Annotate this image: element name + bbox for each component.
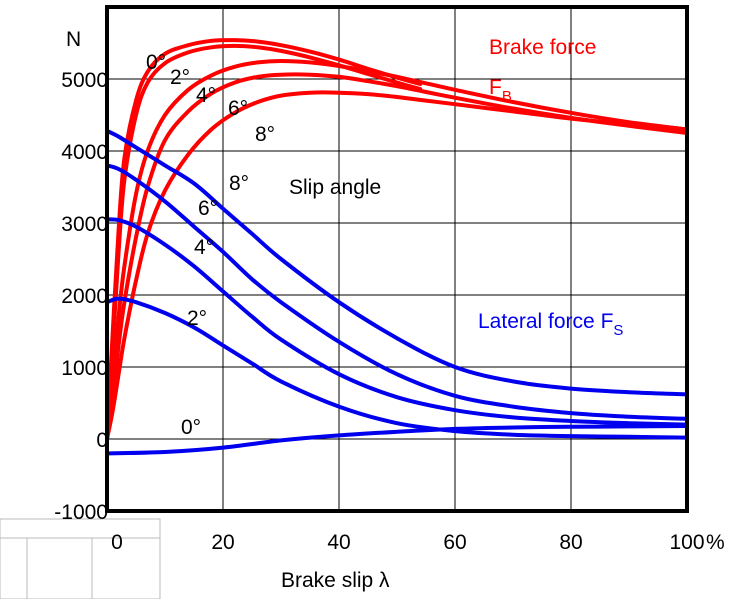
brake-series-label: 4° xyxy=(196,84,216,107)
y-tick-label: 1000 xyxy=(61,357,108,380)
x-tick-label: 100 xyxy=(669,531,704,554)
lateral-force-curves xyxy=(105,128,689,456)
lateral-series-label: 8° xyxy=(229,172,249,195)
lateral-series-label: 2° xyxy=(187,307,207,330)
y-tick-label: -1000 xyxy=(54,501,108,524)
x-tick-labels: 0 20 40 60 80 100 xyxy=(111,531,704,554)
brake-force-curves xyxy=(105,38,689,441)
x-tick-label: 80 xyxy=(559,531,582,554)
brake-force-line xyxy=(105,90,689,441)
y-tick-label: 3000 xyxy=(61,213,108,236)
y-axis-label: N xyxy=(66,28,81,51)
x-tick-label: 20 xyxy=(211,531,234,554)
brake-series-label: 0° xyxy=(146,51,166,74)
brake-series-label: 2° xyxy=(170,66,190,89)
x-tick-label: 60 xyxy=(443,531,466,554)
y-tick-label: 0 xyxy=(96,429,108,452)
y-tick-label: 2000 xyxy=(61,285,108,308)
y-tick-labels: -1000 0 1000 2000 3000 4000 5000 xyxy=(54,69,108,524)
x-tick-label: 40 xyxy=(327,531,350,554)
lateral-series-label: 4° xyxy=(194,236,214,259)
lateral-force-line xyxy=(105,217,689,427)
brake-force-title: Brake force xyxy=(489,36,596,59)
brake-force-symbol-sub: B xyxy=(502,88,512,105)
lateral-force-line xyxy=(105,128,689,397)
y-tick-label: 4000 xyxy=(61,141,108,164)
x-tick-label: 0 xyxy=(111,531,123,554)
lateral-force-line xyxy=(105,163,689,421)
lateral-series-label: 6° xyxy=(198,197,218,220)
brake-series-label: 8° xyxy=(255,123,275,146)
brake-force-line xyxy=(105,59,689,441)
lateral-force-title: Lateral force FS xyxy=(478,310,623,339)
brake-force-symbol-main: F xyxy=(489,76,502,99)
brake-force-line xyxy=(105,72,689,441)
brake-force-symbol: FB xyxy=(489,76,512,105)
lateral-force-title-sub: S xyxy=(613,322,623,339)
x-axis-label: Brake slip λ xyxy=(281,569,390,592)
y-tick-label: 5000 xyxy=(61,69,108,92)
plot-frame xyxy=(105,5,689,513)
brake-series-label: 6° xyxy=(228,97,248,120)
slip-angle-label: Slip angle xyxy=(289,176,381,199)
lateral-force-title-main: Lateral force F xyxy=(478,310,613,333)
lateral-force-line xyxy=(105,424,689,456)
lateral-force-line xyxy=(105,296,689,440)
x-axis-unit: % xyxy=(706,531,725,554)
table-fragment xyxy=(0,518,161,599)
lateral-series-label: 0° xyxy=(181,416,201,439)
